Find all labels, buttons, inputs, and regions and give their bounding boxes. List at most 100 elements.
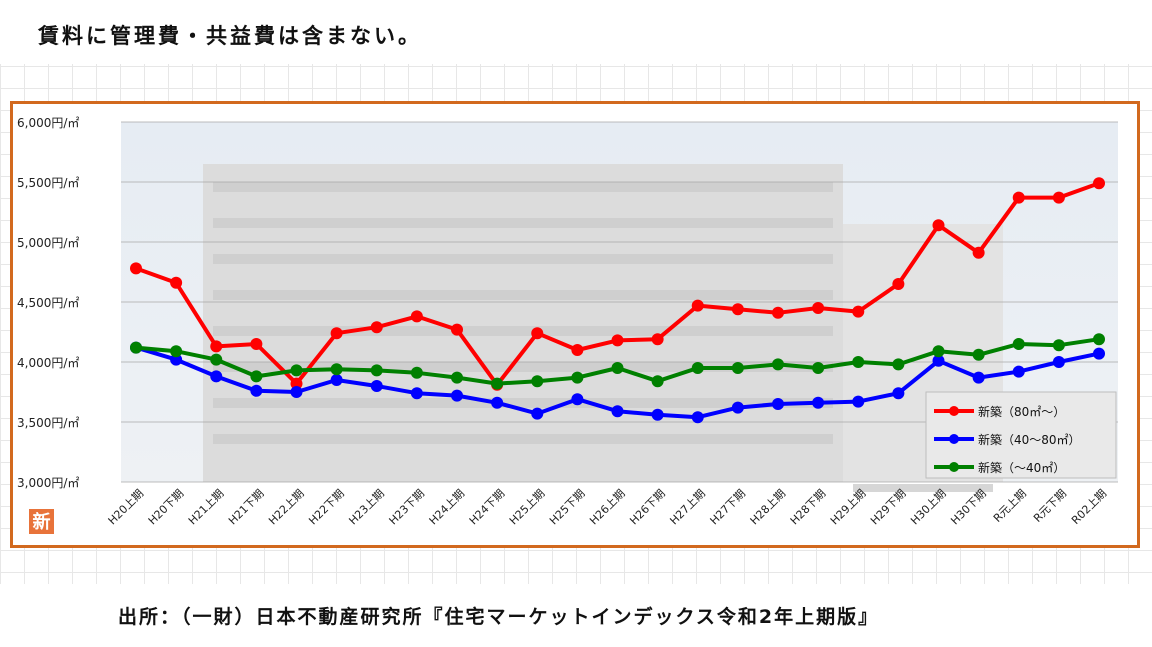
data-point — [1093, 347, 1105, 360]
data-point — [611, 334, 624, 347]
x-tick-label: H23上期 — [346, 487, 387, 528]
data-point — [651, 408, 664, 421]
series-group — [130, 177, 1105, 424]
x-tick-label: H26下期 — [627, 487, 668, 528]
x-tick-label: H25上期 — [507, 487, 548, 528]
x-tick-label: H30下期 — [948, 487, 989, 528]
data-point — [852, 305, 865, 318]
data-point — [731, 303, 744, 316]
data-point — [1012, 191, 1025, 204]
data-point — [932, 219, 945, 232]
y-tick-label: 4,000円/㎡ — [17, 356, 79, 370]
x-tick-label: H25下期 — [547, 487, 588, 528]
y-tick-label: 4,500円/㎡ — [17, 296, 79, 310]
data-point — [370, 364, 383, 377]
data-point — [972, 246, 985, 259]
building-floor — [213, 398, 833, 408]
data-point — [290, 364, 303, 377]
series-3 — [130, 333, 1105, 390]
data-point — [611, 362, 624, 374]
data-point — [651, 375, 664, 388]
y-tick-label: 3,500円/㎡ — [17, 416, 79, 430]
gridlines — [121, 121, 1118, 483]
data-point — [330, 374, 343, 386]
data-point — [972, 348, 985, 361]
data-point — [130, 262, 142, 275]
x-axis: H20上期 H20下期 H21上期 H21下期 H22上期 H22下期 H23上期 H23下期… — [106, 487, 1110, 528]
header-band — [0, 0, 1152, 64]
x-tick-label: R元上期 — [991, 487, 1029, 525]
data-point — [812, 362, 825, 374]
data-point — [410, 387, 423, 400]
new-badge: 新 — [29, 509, 54, 534]
data-point — [611, 405, 624, 418]
x-tick-label: H20下期 — [146, 487, 187, 528]
x-tick-label: H22上期 — [266, 487, 307, 528]
x-tick-label: H21上期 — [186, 487, 227, 528]
legend-marker — [949, 462, 959, 472]
x-tick-label: H20上期 — [106, 487, 147, 528]
x-tick-label: H22下期 — [306, 487, 347, 528]
x-tick-label: H23下期 — [386, 487, 427, 528]
legend-marker — [949, 434, 959, 444]
data-point — [451, 323, 463, 336]
data-point — [330, 363, 343, 376]
x-tick-label: H26上期 — [587, 487, 628, 528]
building-floor — [213, 182, 833, 192]
building-floor — [213, 290, 833, 300]
x-tick-label: H28下期 — [788, 487, 829, 528]
x-tick-label: H27下期 — [707, 487, 748, 528]
y-axis: 6,000円/㎡ 5,500円/㎡ 5,000円/㎡ 4,500円/㎡ 4,000円/㎡… — [17, 116, 79, 490]
data-point — [932, 354, 945, 367]
data-point — [1052, 356, 1065, 368]
footer-band — [0, 584, 1152, 647]
building-floor — [213, 254, 833, 264]
data-point — [210, 353, 223, 366]
data-point — [972, 371, 985, 384]
data-point — [491, 396, 504, 409]
x-tick-label: H28上期 — [748, 487, 789, 528]
data-point — [812, 396, 825, 409]
data-point — [1052, 339, 1065, 352]
y-tick-label: 6,000円/㎡ — [17, 116, 79, 130]
source-citation: 出所：（一財）日本不動産研究所『住宅マーケットインデックス令和2年上期版』 — [118, 606, 880, 628]
x-tick-label: H29上期 — [828, 487, 869, 528]
data-point — [210, 370, 223, 383]
data-point — [932, 345, 945, 358]
y-tick-label: 5,500円/㎡ — [17, 176, 79, 190]
legend-label: 新築（80㎡～） — [978, 404, 1065, 419]
x-tick-label: H27上期 — [667, 487, 708, 528]
building-floor — [853, 484, 993, 492]
data-point — [852, 395, 865, 408]
data-point — [330, 327, 343, 340]
data-point — [451, 389, 463, 402]
chart-frame: 6,000円/㎡ 5,500円/㎡ 5,000円/㎡ 4,500円/㎡ 4,000円/㎡… — [10, 101, 1140, 548]
data-point — [370, 380, 383, 392]
data-point — [651, 333, 664, 346]
data-point — [1093, 333, 1105, 346]
data-point — [772, 398, 784, 410]
data-point — [1052, 191, 1065, 204]
x-tick-label: H24上期 — [427, 487, 468, 528]
data-point — [1012, 365, 1025, 378]
data-point — [250, 370, 263, 383]
building-floor — [213, 434, 833, 444]
data-point — [812, 302, 825, 314]
data-point — [370, 321, 383, 334]
y-tick-label: 5,000円/㎡ — [17, 236, 79, 250]
data-point — [571, 371, 584, 384]
data-point — [892, 278, 905, 290]
data-point — [451, 371, 463, 384]
data-point — [772, 306, 784, 319]
data-point — [491, 377, 504, 390]
data-point — [290, 386, 303, 398]
data-point — [772, 358, 784, 371]
legend-label: 新築（40～80㎡） — [978, 432, 1081, 447]
data-point — [731, 362, 744, 374]
data-point — [691, 362, 704, 374]
data-point — [892, 387, 905, 400]
note-text: 賃料に管理費・共益費は含まない。 — [38, 24, 422, 48]
data-point — [170, 345, 183, 358]
data-point — [1093, 177, 1105, 190]
data-point — [531, 407, 544, 420]
